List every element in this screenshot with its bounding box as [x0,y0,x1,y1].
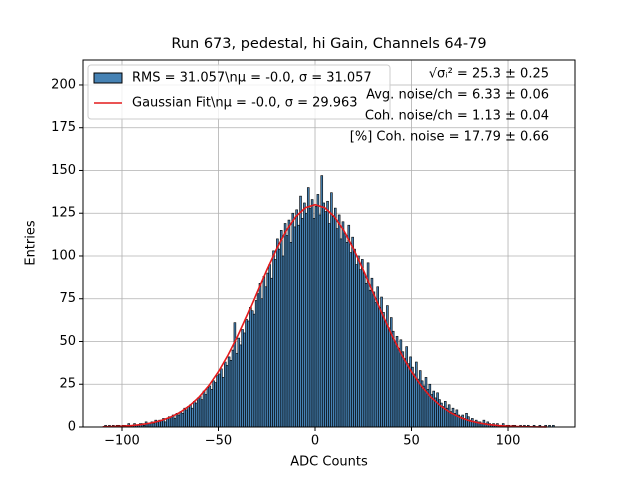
legend-box [87,64,391,120]
annotation: Avg. noise/ch = 6.33 ± 0.06 [366,88,549,103]
annotation: [%] Coh. noise = 17.79 ± 0.66 [350,130,549,145]
y-tick-label: 100 [51,248,76,263]
x-tick-label: 50 [403,434,420,449]
y-tick-label: 175 [51,120,76,135]
y-tick-label: 200 [51,77,76,92]
axes-frame [82,59,576,428]
x-tick-label: 0 [311,434,319,449]
fit-line [102,203,547,428]
y-tick-label: 75 [59,291,76,306]
legend-label: RMS = 31.057\nμ = -0.0, σ = 31.057 [132,71,372,86]
y-tick-label: 125 [51,206,76,221]
x-tick-label: −50 [205,434,232,449]
y-tick-label: 25 [59,377,76,392]
annotation: Coh. noise/ch = 1.13 ± 0.04 [365,109,549,124]
y-tick-label: 0 [68,420,76,435]
legend-swatch [93,72,123,84]
y-tick-label: 50 [59,334,76,349]
y-tick-label: 150 [51,163,76,178]
chart-title: Run 673, pedestal, hi Gain, Channels 64-… [171,36,486,52]
y-axis-label: Entries [24,220,39,266]
axes: −100 −50 0 50 100 0 25 50 75 100 125 150 175 200 RMS =… [51,59,576,449]
x-tick-label: 100 [496,434,521,449]
x-axis-label: ADC Counts [290,455,368,470]
x-tick-label: −100 [104,434,140,449]
annotation: √σᵢ² = 25.3 ± 0.25 [429,67,549,82]
legend-label: Gaussian Fit\nμ = -0.0, σ = 29.963 [132,96,358,111]
